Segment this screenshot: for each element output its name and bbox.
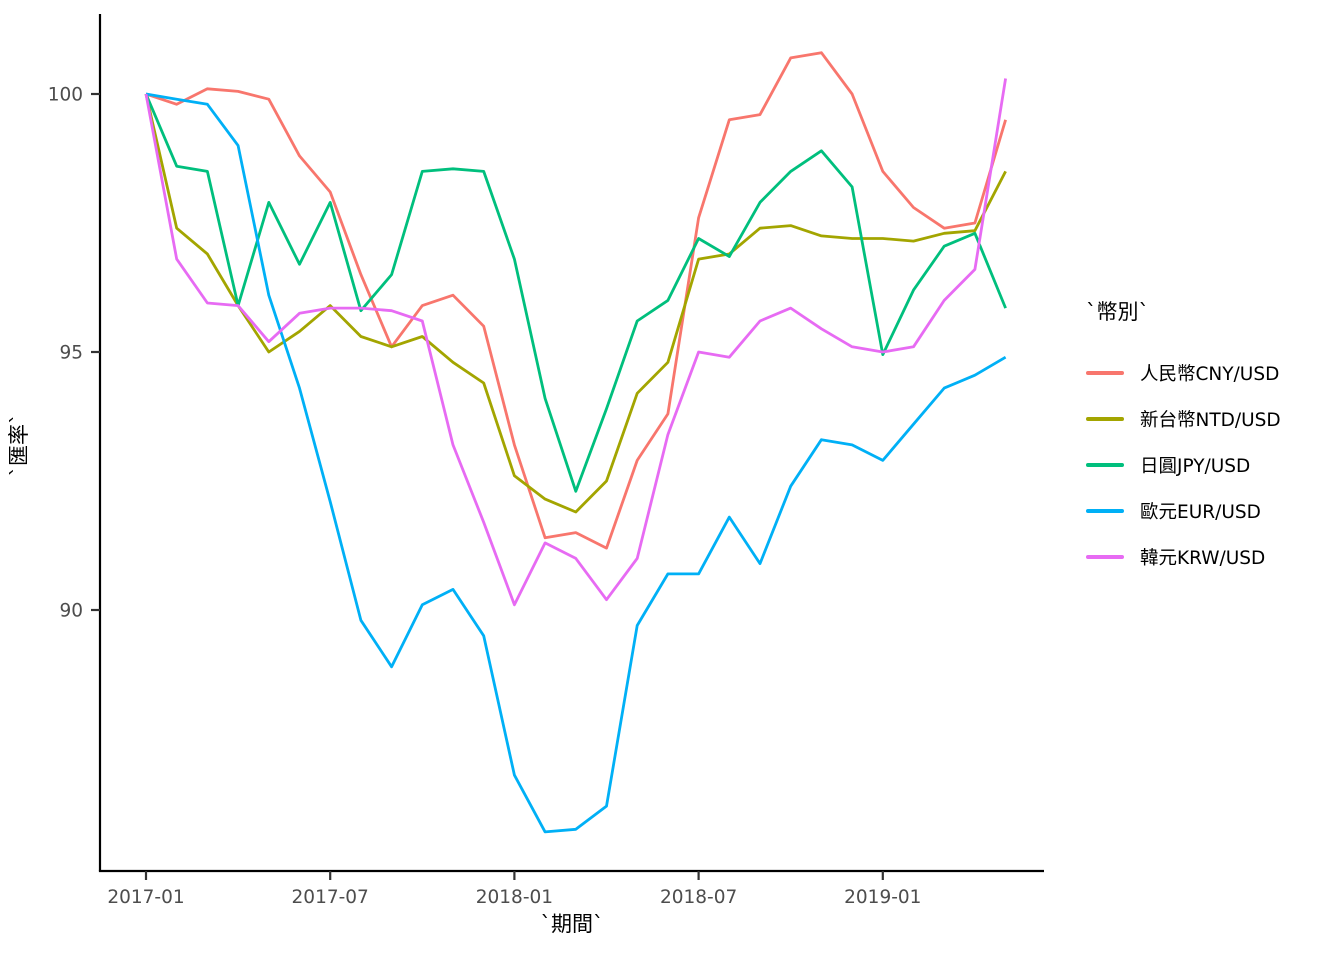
legend-key-line — [1086, 371, 1124, 375]
y-tick-label: 100 — [48, 85, 83, 106]
legend-items: 人民幣CNY/USD 新台幣NTD/USD 日圓JPY/USD 歐元EUR/USD 韓元… — [1086, 350, 1281, 580]
legend-key — [1086, 534, 1124, 580]
legend-item: 日圓JPY/USD — [1086, 442, 1281, 488]
legend-title: `幣別` — [1086, 300, 1149, 324]
x-tick-label: 2018-07 — [660, 887, 737, 908]
legend-key — [1086, 396, 1124, 442]
y-tick-label: 95 — [59, 343, 83, 364]
legend-key — [1086, 488, 1124, 534]
legend-item-label: 歐元EUR/USD — [1140, 502, 1261, 523]
legend-item: 人民幣CNY/USD — [1086, 350, 1281, 396]
legend: `幣別` 人民幣CNY/USD 新台幣NTD/USD 日圓JPY/USD 歐元EUR/… — [1086, 296, 1281, 580]
y-axis-title: `匯率` — [7, 413, 31, 477]
series-line-3 — [145, 92, 1007, 834]
legend-item: 歐元EUR/USD — [1086, 488, 1281, 534]
legend-key-line — [1086, 555, 1124, 559]
x-tick-label: 2019-01 — [844, 887, 921, 908]
legend-item: 新台幣NTD/USD — [1086, 396, 1281, 442]
legend-item-label: 日圓JPY/USD — [1140, 456, 1251, 477]
legend-key-line — [1086, 509, 1124, 513]
legend-key-line — [1086, 463, 1124, 467]
y-tick-label: 90 — [59, 601, 83, 622]
x-tick-label: 2018-01 — [476, 887, 553, 908]
legend-item-label: 人民幣CNY/USD — [1140, 364, 1280, 385]
series-line-2 — [144, 93, 1007, 493]
legend-item-label: 新台幣NTD/USD — [1140, 410, 1281, 431]
x-tick-label: 2017-07 — [292, 887, 369, 908]
x-axis-title: `期間` — [540, 912, 604, 936]
legend-key — [1086, 442, 1124, 488]
series-line-0 — [145, 51, 1007, 550]
legend-item: 韓元KRW/USD — [1086, 534, 1281, 580]
legend-key-line — [1086, 417, 1124, 421]
legend-item-label: 韓元KRW/USD — [1140, 548, 1266, 569]
legend-key — [1086, 350, 1124, 396]
series-line-4 — [144, 78, 1007, 607]
x-tick-label: 2017-01 — [107, 887, 184, 908]
